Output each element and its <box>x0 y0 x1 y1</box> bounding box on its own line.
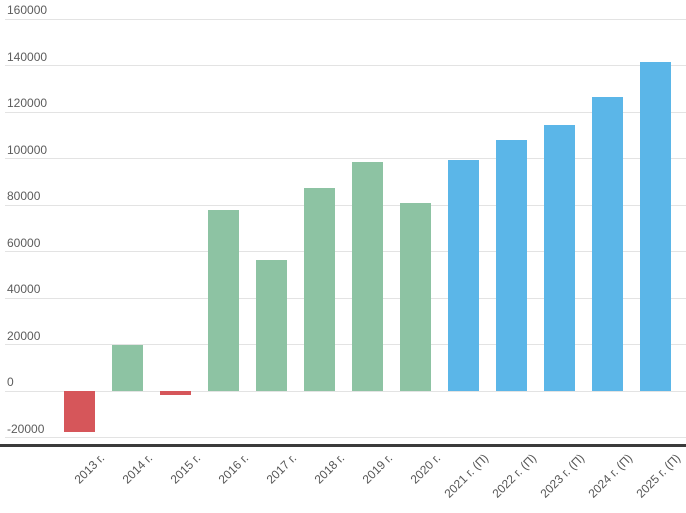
gridline-60000 <box>5 251 686 252</box>
x-tick-label: 2019 г. <box>359 451 395 487</box>
bar-2014[interactable] <box>111 344 143 391</box>
y-tick-label: -20000 <box>7 421 45 436</box>
x-tick-label: 2022 г. (П) <box>489 451 539 501</box>
y-tick-label: 80000 <box>7 189 41 203</box>
bar-2019[interactable] <box>351 162 383 391</box>
bar-2020[interactable] <box>399 203 431 391</box>
x-tick-label: 2020 г. <box>407 451 443 487</box>
y-tick-label: 60000 <box>7 235 41 250</box>
gridline-20000 <box>5 344 686 345</box>
gridline-80000 <box>5 204 686 206</box>
x-tick-label: 2021 г. (П) <box>441 451 491 501</box>
x-axis-line <box>0 444 686 447</box>
bar-2021[interactable] <box>447 159 479 391</box>
x-tick-label: 2024 г. (П) <box>585 451 635 501</box>
x-tick-label: 2017 г. <box>263 451 299 487</box>
gridline-120000 <box>5 111 686 113</box>
x-tick-label: 2023 г. (П) <box>537 451 587 501</box>
bar-2024[interactable] <box>591 97 623 391</box>
gridline-0 <box>5 390 686 392</box>
bar-2022[interactable] <box>495 139 527 391</box>
bar-2016[interactable] <box>207 210 239 391</box>
bar-2025[interactable] <box>639 62 671 391</box>
y-tick-label: 120000 <box>7 96 48 110</box>
y-tick-label: 140000 <box>7 49 48 64</box>
x-tick-label: 2016 г. <box>215 451 251 487</box>
x-tick-label: 2013 г. <box>71 451 107 487</box>
gridline-100000 <box>5 158 686 159</box>
gridline-160000 <box>5 18 686 20</box>
bar-2017[interactable] <box>255 260 287 391</box>
y-tick-label: 40000 <box>7 282 41 296</box>
bar-2018[interactable] <box>303 188 335 391</box>
y-tick-label: 0 <box>7 375 14 389</box>
x-tick-label: 2015 г. <box>167 451 203 487</box>
y-tick-label: 20000 <box>7 328 41 343</box>
gridline--20000 <box>5 437 686 438</box>
gridline-40000 <box>5 297 686 299</box>
y-tick-label: 160000 <box>7 3 48 17</box>
x-tick-label: 2025 г. (П) <box>633 451 683 501</box>
y-tick-label: 100000 <box>7 142 48 157</box>
bar-2013[interactable] <box>63 391 95 432</box>
bar-2015[interactable] <box>159 391 191 395</box>
gridline-140000 <box>5 65 686 66</box>
x-tick-label: 2014 г. <box>119 451 155 487</box>
x-tick-label: 2018 г. <box>311 451 347 487</box>
bar-2023[interactable] <box>543 124 575 391</box>
